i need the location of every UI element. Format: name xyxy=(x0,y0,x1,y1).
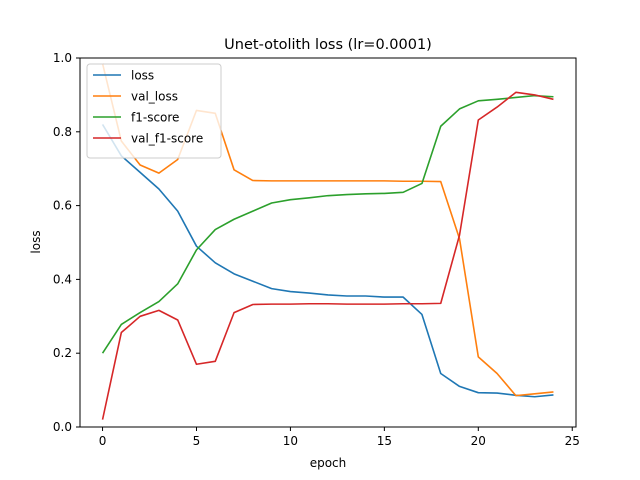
y-tick-label: 0.0 xyxy=(53,420,72,434)
legend-box xyxy=(86,63,222,159)
y-tick-label: 0.4 xyxy=(53,272,72,286)
legend-label-0: loss xyxy=(131,69,154,83)
x-tick-label: 25 xyxy=(565,434,580,448)
x-axis-label: epoch xyxy=(310,456,347,470)
legend-label-1: val_loss xyxy=(131,90,178,104)
x-tick-label: 20 xyxy=(471,434,486,448)
y-tick-label: 0.8 xyxy=(53,125,72,139)
y-tick-label: 1.0 xyxy=(53,51,72,65)
y-axis-label: loss xyxy=(29,230,43,253)
plot-frame xyxy=(79,57,577,428)
x-tick-label: 5 xyxy=(193,434,201,448)
series-line-1 xyxy=(101,63,554,397)
y-tick-label: 0.6 xyxy=(53,199,72,213)
plot-lines xyxy=(101,63,554,420)
chart-title: Unet-otolith loss (lr=0.0001) xyxy=(224,37,432,53)
series-line-3 xyxy=(101,91,554,420)
y-axis: 0.0 0.2 0.4 0.6 0.8 1.0 xyxy=(53,51,80,434)
x-tick-label: 0 xyxy=(99,434,107,448)
x-tick-label: 15 xyxy=(377,434,392,448)
x-axis: 0 5 10 15 20 25 xyxy=(99,427,580,448)
y-tick-label: 0.2 xyxy=(53,346,72,360)
legend-label-3: val_f1-score xyxy=(131,132,203,146)
series-line-2 xyxy=(101,94,554,354)
legend: loss val_loss f1-score val_f1-score xyxy=(86,63,222,159)
legend-label-2: f1-score xyxy=(131,111,179,125)
x-tick-label: 10 xyxy=(283,434,298,448)
series-line-0 xyxy=(101,124,554,398)
